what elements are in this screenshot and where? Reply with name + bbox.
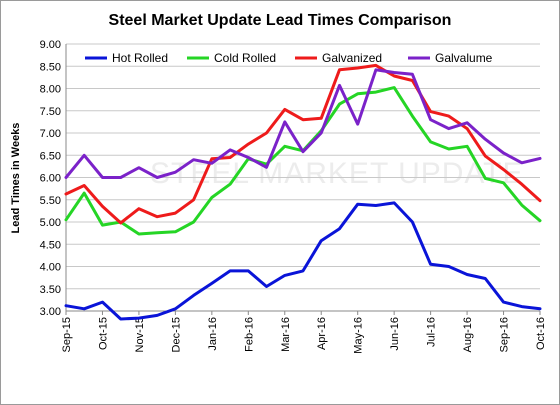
x-tick-label: Sep-15 — [61, 317, 73, 352]
y-tick-label: 9.00 — [40, 39, 61, 51]
x-tick-label: Sep-16 — [499, 317, 511, 352]
legend-label: Galvalume — [435, 51, 493, 65]
legend-label: Cold Rolled — [214, 51, 276, 65]
x-tick-label: Oct-16 — [535, 317, 547, 350]
chart-title: Steel Market Update Lead Times Compariso… — [109, 12, 452, 29]
x-tick-label: Jan-16 — [207, 317, 219, 351]
x-tick-label: Mar-16 — [280, 317, 292, 352]
x-tick-label: Aug-16 — [462, 317, 474, 352]
y-tick-label: 6.00 — [40, 173, 61, 185]
y-tick-label: 3.50 — [40, 284, 61, 296]
y-tick-labels: 3.00 3.50 4.00 4.50 5.00 5.50 6.00 6.50 7.00 7.50… — [40, 39, 61, 318]
y-tick-label: 7.00 — [40, 128, 61, 140]
series-line-hot-rolled — [64, 201, 542, 321]
series-line-galvalume — [64, 68, 542, 179]
gridlines — [65, 43, 540, 312]
x-tick-label: May-16 — [353, 317, 365, 354]
x-tick-label: Oct-15 — [97, 317, 109, 350]
y-tick-label: 8.00 — [40, 84, 61, 96]
y-tick-label: 5.00 — [40, 217, 61, 229]
x-tick-label: Jun-16 — [389, 317, 401, 351]
x-tick-label: Nov-15 — [134, 317, 146, 352]
y-tick-label: 4.00 — [40, 262, 61, 274]
x-tick-label: Apr-16 — [316, 317, 328, 350]
y-tick-label: 5.50 — [40, 195, 61, 207]
legend-label: Hot Rolled — [112, 51, 168, 65]
x-tick-label: Feb-16 — [243, 317, 255, 352]
y-tick-label: 7.50 — [40, 106, 61, 118]
legend: Hot Rolled Cold Rolled Galvanized Galvalume — [85, 51, 493, 65]
x-tick-label: Dec-15 — [170, 317, 182, 352]
y-tick-label: 3.00 — [40, 306, 61, 318]
y-tick-label: 8.50 — [40, 61, 61, 73]
x-tick-labels: Sep-15 Oct-15 Nov-15 Dec-15 Jan-16 Feb-16 Mar-… — [61, 311, 547, 354]
y-axis-label: Lead Times in Weeks — [10, 123, 22, 234]
legend-label: Galvanized — [322, 51, 382, 65]
x-tick-label: Jul-16 — [426, 317, 438, 347]
y-tick-label: 6.50 — [40, 150, 61, 162]
y-tick-label: 4.50 — [40, 239, 61, 251]
series-lines — [64, 63, 542, 321]
